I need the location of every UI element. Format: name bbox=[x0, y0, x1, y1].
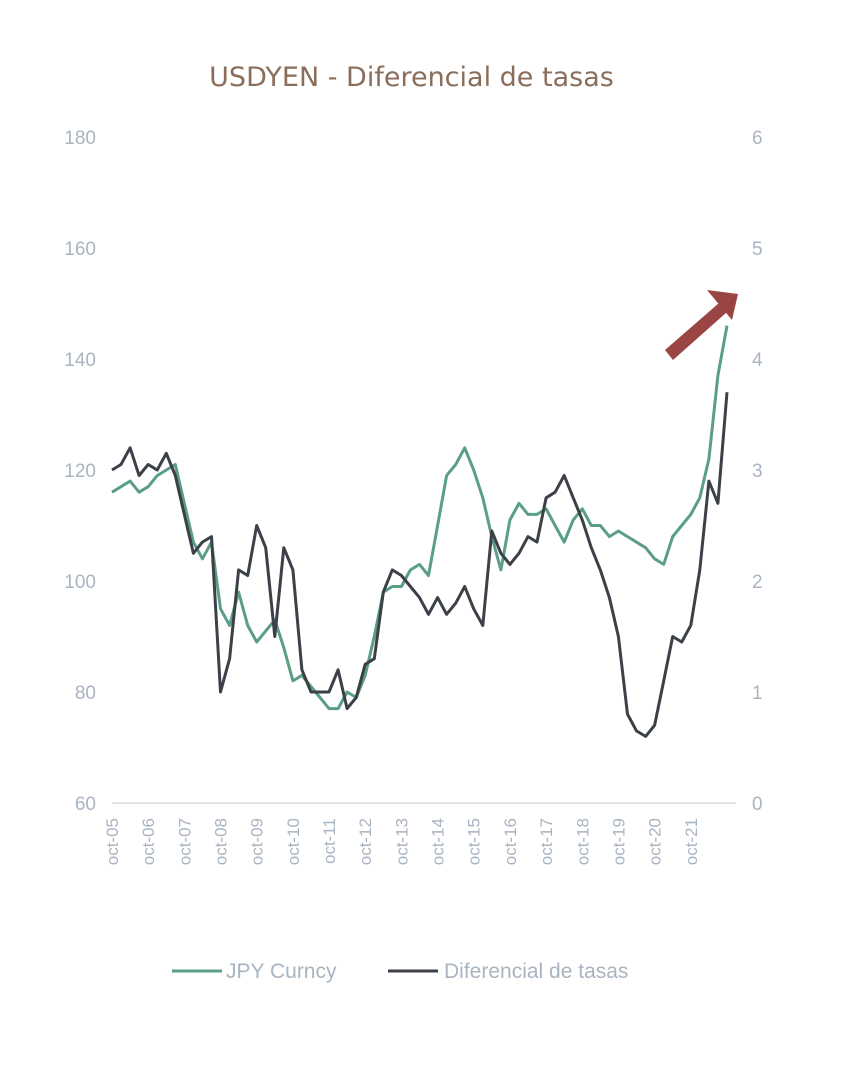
y-right-tick-label: 0 bbox=[752, 794, 763, 815]
x-tick-label: oct-09 bbox=[248, 818, 267, 865]
x-tick-label: oct-16 bbox=[501, 818, 520, 865]
x-tick-label: oct-21 bbox=[682, 818, 701, 865]
arrow-head bbox=[707, 290, 738, 320]
y-right-tick-label: 2 bbox=[752, 572, 763, 593]
x-tick-label: oct-08 bbox=[212, 818, 231, 865]
x-tick-label: oct-06 bbox=[139, 818, 158, 865]
y-left-tick-label: 80 bbox=[75, 683, 96, 704]
trend-arrow bbox=[665, 290, 738, 360]
legend: JPY Curncy Diferencial de tasas bbox=[172, 960, 628, 983]
legend-label: JPY Curncy bbox=[226, 960, 337, 983]
arrow-shaft bbox=[665, 303, 727, 360]
y-right-tick-label: 4 bbox=[752, 350, 763, 371]
y-right-tick-label: 5 bbox=[752, 239, 763, 260]
y-left-tick-label: 140 bbox=[64, 350, 96, 371]
y-right-tick-label: 6 bbox=[752, 128, 763, 149]
series-lines bbox=[111, 325, 729, 738]
legend-label: Diferencial de tasas bbox=[444, 960, 628, 983]
x-tick-label: oct-15 bbox=[465, 818, 484, 865]
x-tick-label: oct-12 bbox=[356, 818, 375, 865]
y-right-tick-label: 1 bbox=[752, 683, 763, 704]
y-left-tick-label: 160 bbox=[64, 239, 96, 260]
x-tick-label: oct-11 bbox=[320, 818, 339, 864]
x-tick-label: oct-13 bbox=[392, 818, 411, 865]
x-tick-label: oct-19 bbox=[609, 818, 628, 865]
left-y-axis-ticks: 60 80 100 120 140 160 180 bbox=[64, 128, 96, 815]
y-right-tick-label: 3 bbox=[752, 461, 763, 482]
x-tick-label: oct-20 bbox=[646, 818, 665, 865]
right-y-axis-ticks: 0 1 2 3 4 5 6 bbox=[752, 128, 763, 815]
x-tick-label: oct-05 bbox=[103, 818, 122, 865]
x-tick-label: oct-10 bbox=[284, 818, 303, 865]
x-axis-ticks: oct-05 oct-06 oct-07 oct-08 oct-09 oct-10 oct-… bbox=[103, 818, 701, 865]
y-left-tick-label: 60 bbox=[75, 794, 96, 815]
x-tick-label: oct-07 bbox=[175, 818, 194, 865]
y-left-tick-label: 120 bbox=[64, 461, 96, 482]
chart-title: USDYEN - Diferencial de tasas bbox=[209, 62, 614, 93]
x-tick-label: oct-17 bbox=[537, 818, 556, 865]
x-tick-label: oct-14 bbox=[429, 818, 448, 865]
series-line-diferencial-de-tasas bbox=[111, 392, 729, 738]
y-left-tick-label: 180 bbox=[64, 128, 96, 149]
x-tick-label: oct-18 bbox=[573, 818, 592, 865]
series-line-jpy-curncy bbox=[111, 325, 729, 711]
y-left-tick-label: 100 bbox=[64, 572, 96, 593]
